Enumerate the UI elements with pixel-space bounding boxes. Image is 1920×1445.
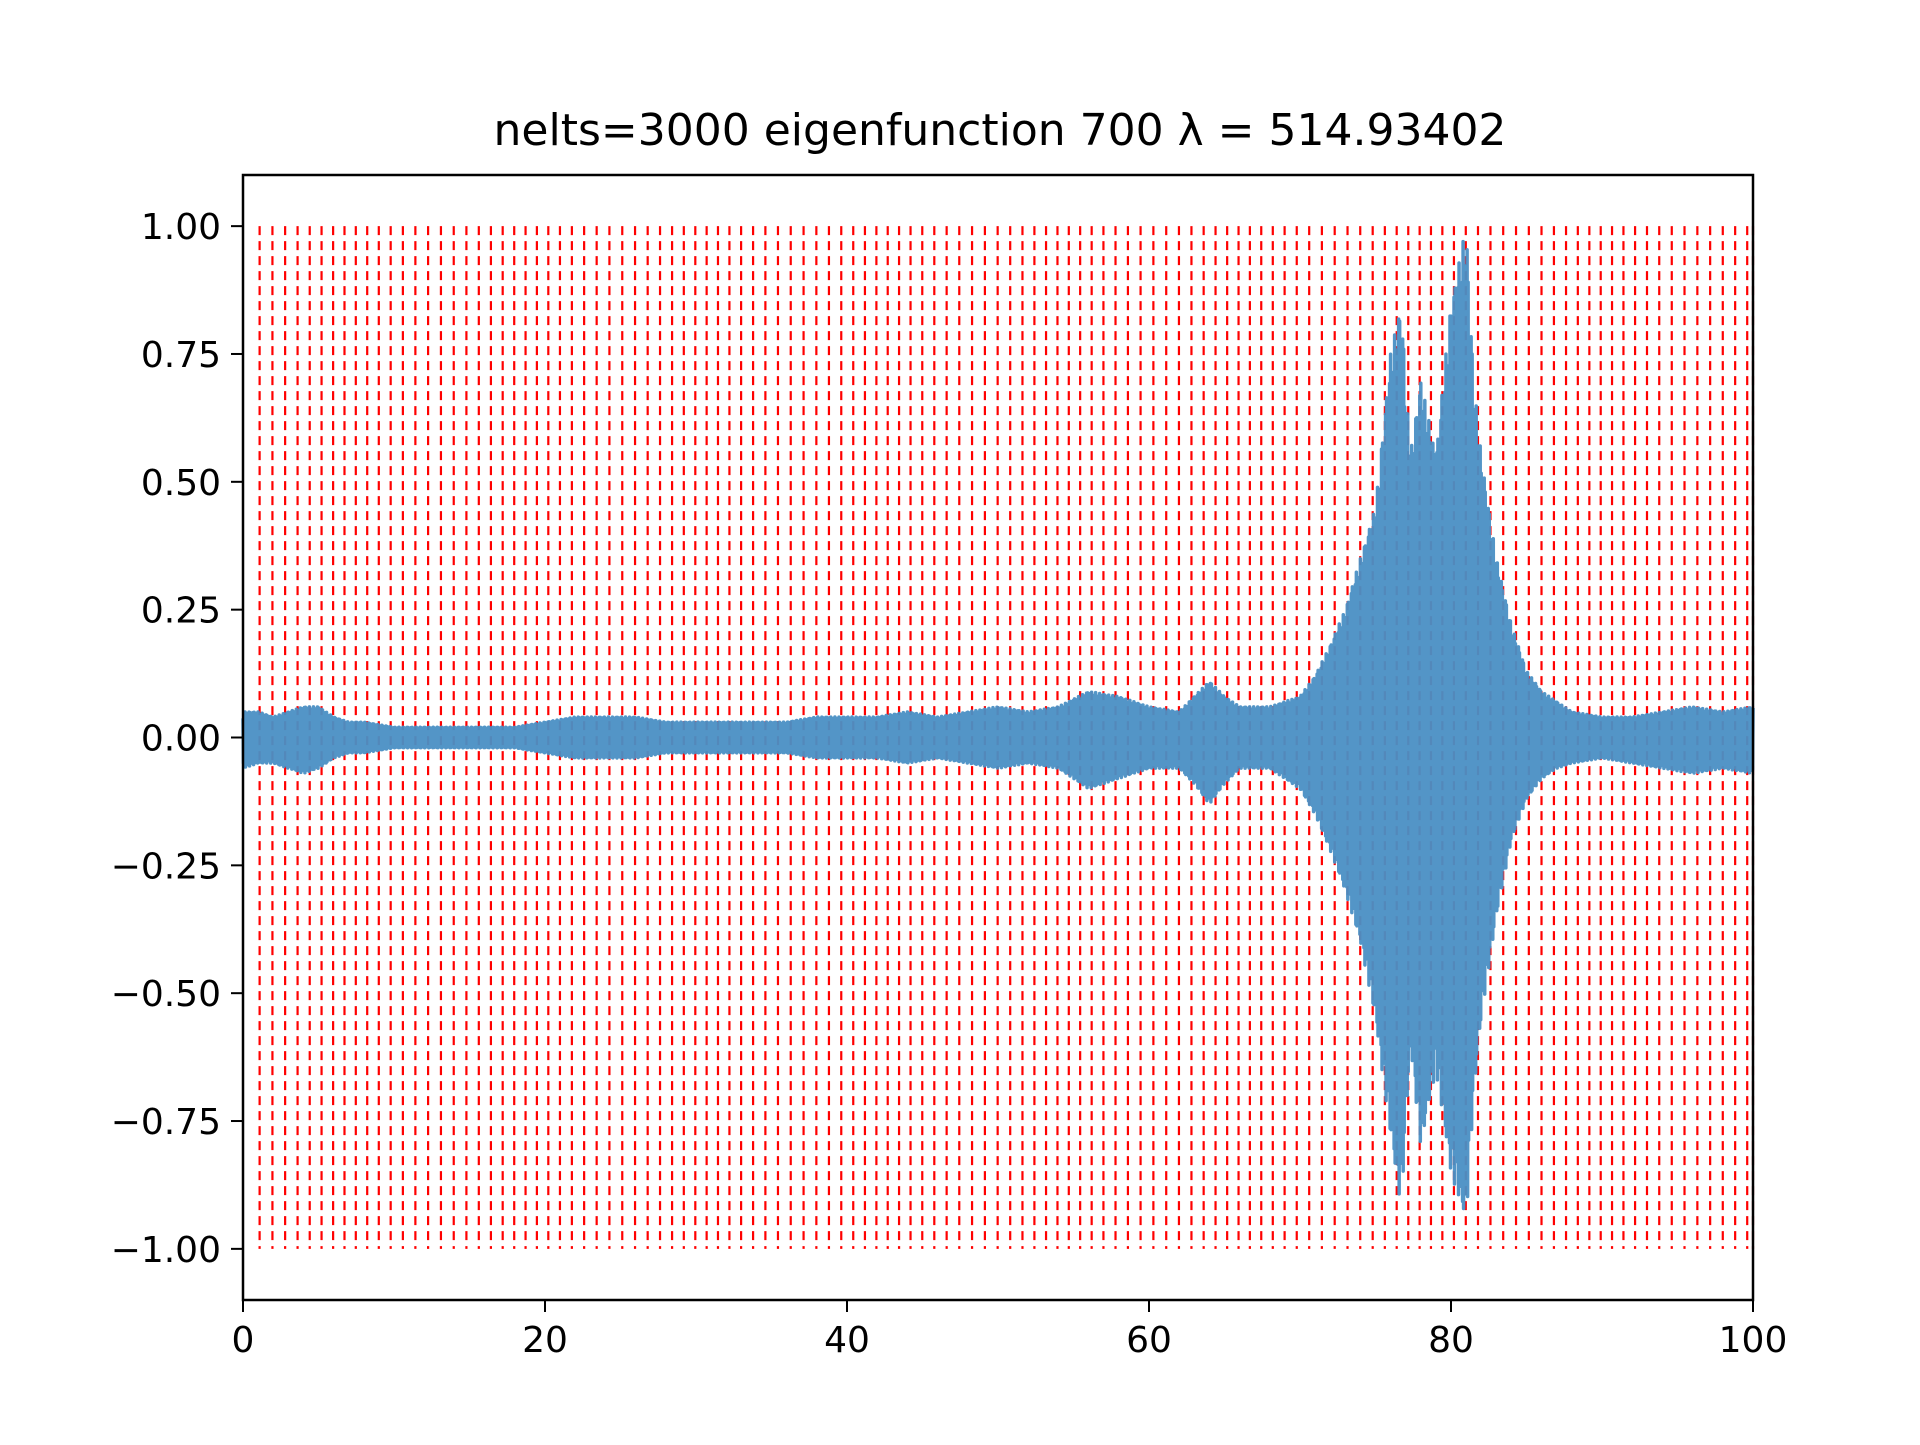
eigenfunction-line: [241, 239, 1755, 1211]
y-tick-label: 0.75: [141, 335, 221, 376]
chart-title: nelts=3000 eigenfunction 700 λ = 514.934…: [494, 105, 1507, 156]
y-axis: −1.00 −0.75 −0.50 −0.25 0.00 0.25 0.50 0.75 1.00: [111, 207, 243, 1271]
x-tick-label: 60: [1126, 1320, 1172, 1361]
x-tick-label: 80: [1428, 1320, 1474, 1361]
y-tick-label: −0.25: [111, 846, 221, 887]
y-tick-label: 1.00: [141, 207, 221, 248]
y-tick-label: 0.00: [141, 719, 221, 760]
y-tick-label: −0.50: [111, 974, 221, 1015]
x-tick-label: 100: [1719, 1320, 1788, 1361]
y-tick-label: −1.00: [111, 1230, 221, 1271]
x-tick-label: 0: [232, 1320, 255, 1361]
x-tick-label: 20: [522, 1320, 568, 1361]
y-tick-label: −0.75: [111, 1102, 221, 1143]
y-tick-label: 0.25: [141, 591, 221, 632]
x-tick-label: 40: [824, 1320, 870, 1361]
eigenfunction-series: [241, 239, 1755, 1211]
x-axis: 0 20 40 60 80 100: [232, 1300, 1788, 1361]
y-tick-label: 0.50: [141, 463, 221, 504]
